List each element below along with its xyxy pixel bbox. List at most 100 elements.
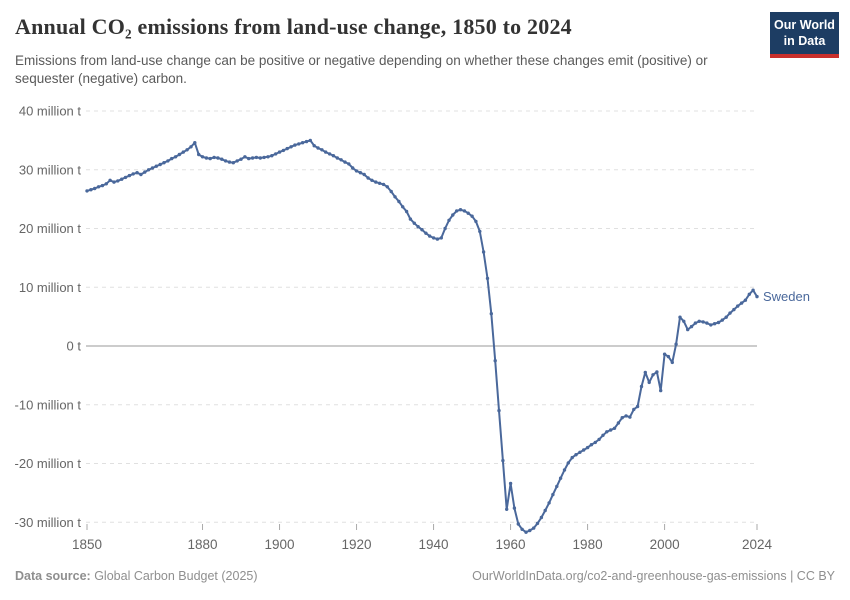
data-point xyxy=(470,214,474,218)
footer-credit-link[interactable]: OurWorldInData.org/co2-and-greenhouse-ga… xyxy=(472,569,835,583)
data-point xyxy=(543,508,547,513)
data-point xyxy=(200,155,205,159)
data-point xyxy=(197,152,201,157)
data-point xyxy=(458,208,463,212)
owid-logo: Our World in Data xyxy=(770,12,839,59)
data-point xyxy=(366,176,370,180)
data-point xyxy=(96,185,101,189)
data-point xyxy=(451,213,455,217)
data-point xyxy=(547,501,551,505)
data-source-label: Data source: xyxy=(15,569,91,583)
data-point xyxy=(135,171,139,175)
data-point xyxy=(539,515,544,520)
data-point xyxy=(659,388,663,393)
data-point xyxy=(739,301,744,305)
y-axis-label: -10 million t xyxy=(15,397,82,412)
data-point xyxy=(551,492,555,497)
data-point xyxy=(662,352,667,356)
data-point xyxy=(235,159,239,163)
data-point xyxy=(112,180,116,184)
data-point xyxy=(250,156,255,160)
data-point xyxy=(393,195,397,199)
x-axis-label: 1960 xyxy=(496,537,526,552)
data-point xyxy=(212,155,216,160)
series-line xyxy=(86,139,758,534)
data-point xyxy=(297,142,301,146)
data-point xyxy=(377,181,382,185)
data-point xyxy=(462,209,467,213)
data-point xyxy=(327,152,332,156)
data-point xyxy=(293,143,297,147)
data-point xyxy=(358,171,363,175)
data-point xyxy=(108,178,112,182)
data-point xyxy=(385,185,389,189)
data-point xyxy=(601,433,605,437)
x-axis-label: 1940 xyxy=(419,537,449,552)
data-point xyxy=(420,228,424,232)
data-point xyxy=(270,154,274,158)
data-point xyxy=(123,175,128,180)
data-point xyxy=(143,170,147,174)
data-point xyxy=(401,205,405,209)
data-point xyxy=(732,307,736,312)
data-point xyxy=(216,156,220,160)
data-point xyxy=(474,219,478,224)
data-point xyxy=(362,172,366,177)
y-axis-label: -30 million t xyxy=(15,515,82,530)
data-point xyxy=(289,145,293,149)
data-point xyxy=(612,426,617,430)
data-point xyxy=(670,360,674,365)
data-point xyxy=(154,164,158,168)
data-point xyxy=(89,188,93,192)
data-point xyxy=(582,448,586,452)
data-point xyxy=(520,527,524,531)
data-point xyxy=(686,327,690,332)
data-point xyxy=(489,312,493,316)
data-point xyxy=(239,157,243,161)
data-point xyxy=(632,407,636,412)
data-point xyxy=(570,455,574,460)
data-point xyxy=(431,236,436,240)
data-point xyxy=(728,311,732,315)
data-point xyxy=(497,408,501,413)
data-point xyxy=(277,150,282,154)
data-point xyxy=(343,160,347,164)
data-point xyxy=(173,155,178,159)
x-axis-label: 1850 xyxy=(72,537,102,552)
data-point xyxy=(131,172,135,176)
data-point xyxy=(481,250,486,254)
data-point xyxy=(193,141,197,145)
data-point xyxy=(412,221,416,225)
owid-logo-line2: in Data xyxy=(783,33,826,48)
data-point xyxy=(127,173,132,178)
data-point xyxy=(262,155,266,160)
data-point xyxy=(447,218,451,222)
data-point xyxy=(689,324,694,329)
data-point xyxy=(705,321,709,325)
data-point xyxy=(85,189,89,193)
x-axis-label: 1920 xyxy=(342,537,372,552)
data-point xyxy=(339,158,343,162)
data-point xyxy=(655,370,659,374)
y-axis-label: 30 million t xyxy=(19,162,82,177)
data-point xyxy=(93,186,97,191)
data-point xyxy=(693,321,698,325)
data-point xyxy=(643,370,647,375)
data-point xyxy=(370,178,374,182)
data-point xyxy=(716,320,721,325)
data-point xyxy=(324,150,328,154)
data-point xyxy=(331,154,336,158)
data-point xyxy=(558,476,563,480)
data-point xyxy=(709,323,713,327)
data-point xyxy=(736,304,740,308)
data-point xyxy=(493,359,497,363)
data-point xyxy=(609,428,613,432)
data-point xyxy=(532,526,536,530)
data-point xyxy=(574,453,578,457)
data-point xyxy=(555,484,559,489)
data-point xyxy=(674,342,678,346)
data-point xyxy=(170,156,174,161)
data-point xyxy=(478,229,482,234)
data-point xyxy=(316,146,320,150)
